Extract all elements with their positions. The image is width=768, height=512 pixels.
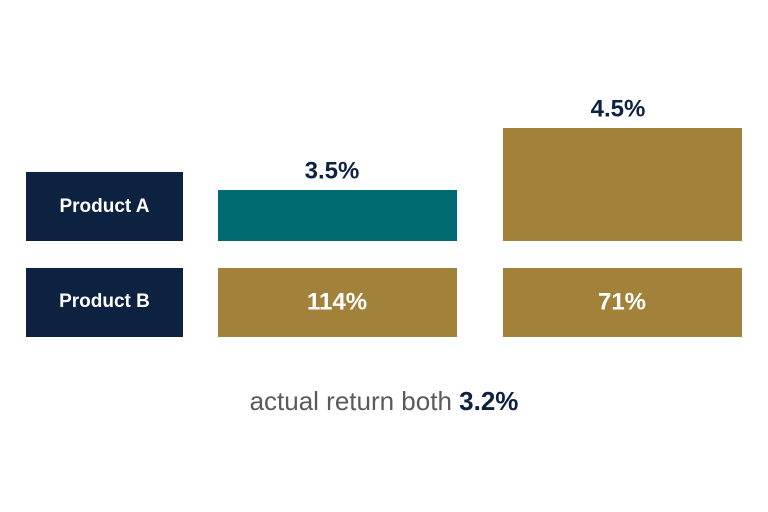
value-label: 3.5% [305, 157, 360, 184]
footer: actual return both 3.2% [250, 386, 519, 416]
bar [218, 190, 457, 241]
value-label: 71% [598, 288, 646, 315]
footer-highlight: 3.2% [459, 386, 518, 416]
row-label-box [26, 268, 183, 337]
bar [503, 268, 742, 337]
bar [218, 268, 457, 337]
row-label-box [26, 172, 183, 241]
value-label: 114% [307, 288, 367, 315]
footer-text: actual return both [250, 386, 452, 416]
bar [503, 128, 742, 241]
value-label: 4.5% [591, 95, 646, 122]
row-label: Product B [59, 291, 150, 312]
row-label: Product A [59, 196, 149, 217]
